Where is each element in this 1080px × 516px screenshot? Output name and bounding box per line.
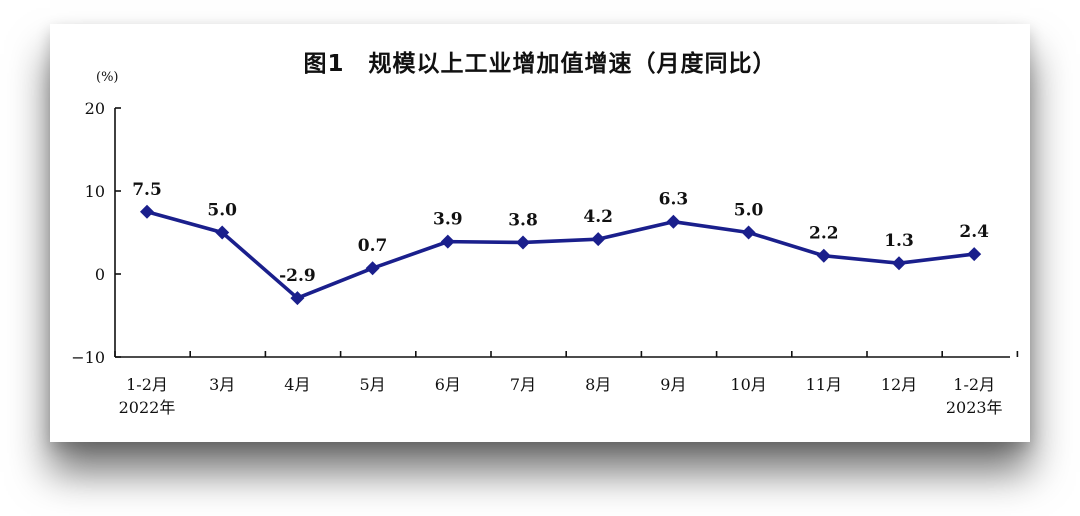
x-tick-label: 1-2月 [126, 375, 168, 394]
x-tick-year-label: 2022年 [119, 398, 176, 417]
data-label: 2.4 [959, 222, 989, 242]
x-tick-label: 5月 [360, 375, 386, 394]
x-tick-labels: 1-2月 2022年 3月 4月 5月 6月 7月 8月 9月 10月 11月 12月 1-2月 2023… [119, 375, 1003, 417]
data-label: 6.3 [659, 190, 689, 210]
x-tick-year-label: 2023年 [946, 398, 1003, 417]
data-label: -2.9 [279, 266, 316, 286]
data-point-marker [816, 248, 831, 263]
series-markers [140, 204, 982, 306]
x-tick-label: 12月 [881, 375, 917, 394]
data-point-marker [591, 232, 606, 247]
x-tick-label: 4月 [284, 375, 310, 394]
data-label: 1.3 [884, 231, 914, 251]
x-tick-label: 1-2月 [953, 375, 995, 394]
x-tick-label: 10月 [730, 375, 766, 394]
data-label: 5.0 [207, 201, 237, 221]
x-tick-label: 7月 [510, 375, 536, 394]
data-point-marker [215, 225, 230, 240]
data-label: 3.8 [508, 210, 538, 230]
data-point-marker [741, 225, 756, 240]
data-label: 2.2 [809, 224, 839, 244]
data-point-marker [290, 291, 305, 306]
axes [114, 107, 1019, 358]
data-label: 0.7 [358, 236, 388, 256]
data-point-marker [967, 247, 982, 262]
data-label: 3.9 [433, 210, 463, 230]
data-point-marker [516, 235, 530, 250]
y-tick-label: 20 [85, 99, 105, 118]
data-point-marker [666, 214, 681, 229]
y-tick-label: −10 [71, 348, 105, 367]
data-label: 5.0 [734, 201, 764, 221]
x-tick-label: 11月 [806, 375, 842, 394]
x-tick-label: 9月 [660, 375, 686, 394]
series-polyline [146, 210, 975, 300]
x-tick-label: 3月 [209, 375, 235, 394]
data-label: 7.5 [132, 180, 162, 200]
data-point-marker [365, 261, 380, 276]
y-tick-labels: 20 10 0 −10 [71, 99, 105, 367]
data-point-marker [440, 234, 455, 249]
data-point-marker [892, 256, 906, 271]
chart-title: 图1 规模以上工业增加值增速（月度同比） [303, 51, 777, 77]
y-tick-label: 0 [95, 265, 105, 284]
data-point-marker [140, 204, 154, 219]
y-tick-label: 10 [85, 182, 105, 201]
data-labels: 7.5 5.0 -2.9 0.7 3.9 3.8 4.2 6.3 5.0 2.2 1.3 2.4 [132, 180, 989, 286]
data-label: 4.2 [583, 207, 613, 227]
series-line [146, 210, 975, 300]
y-unit-label: (%) [96, 70, 119, 85]
x-tick-label: 6月 [435, 375, 461, 394]
x-tick-label: 8月 [585, 375, 611, 394]
chart-panel: 图1 规模以上工业增加值增速（月度同比） (%) 20 10 0 −10 1-2月 20… [50, 24, 1030, 442]
